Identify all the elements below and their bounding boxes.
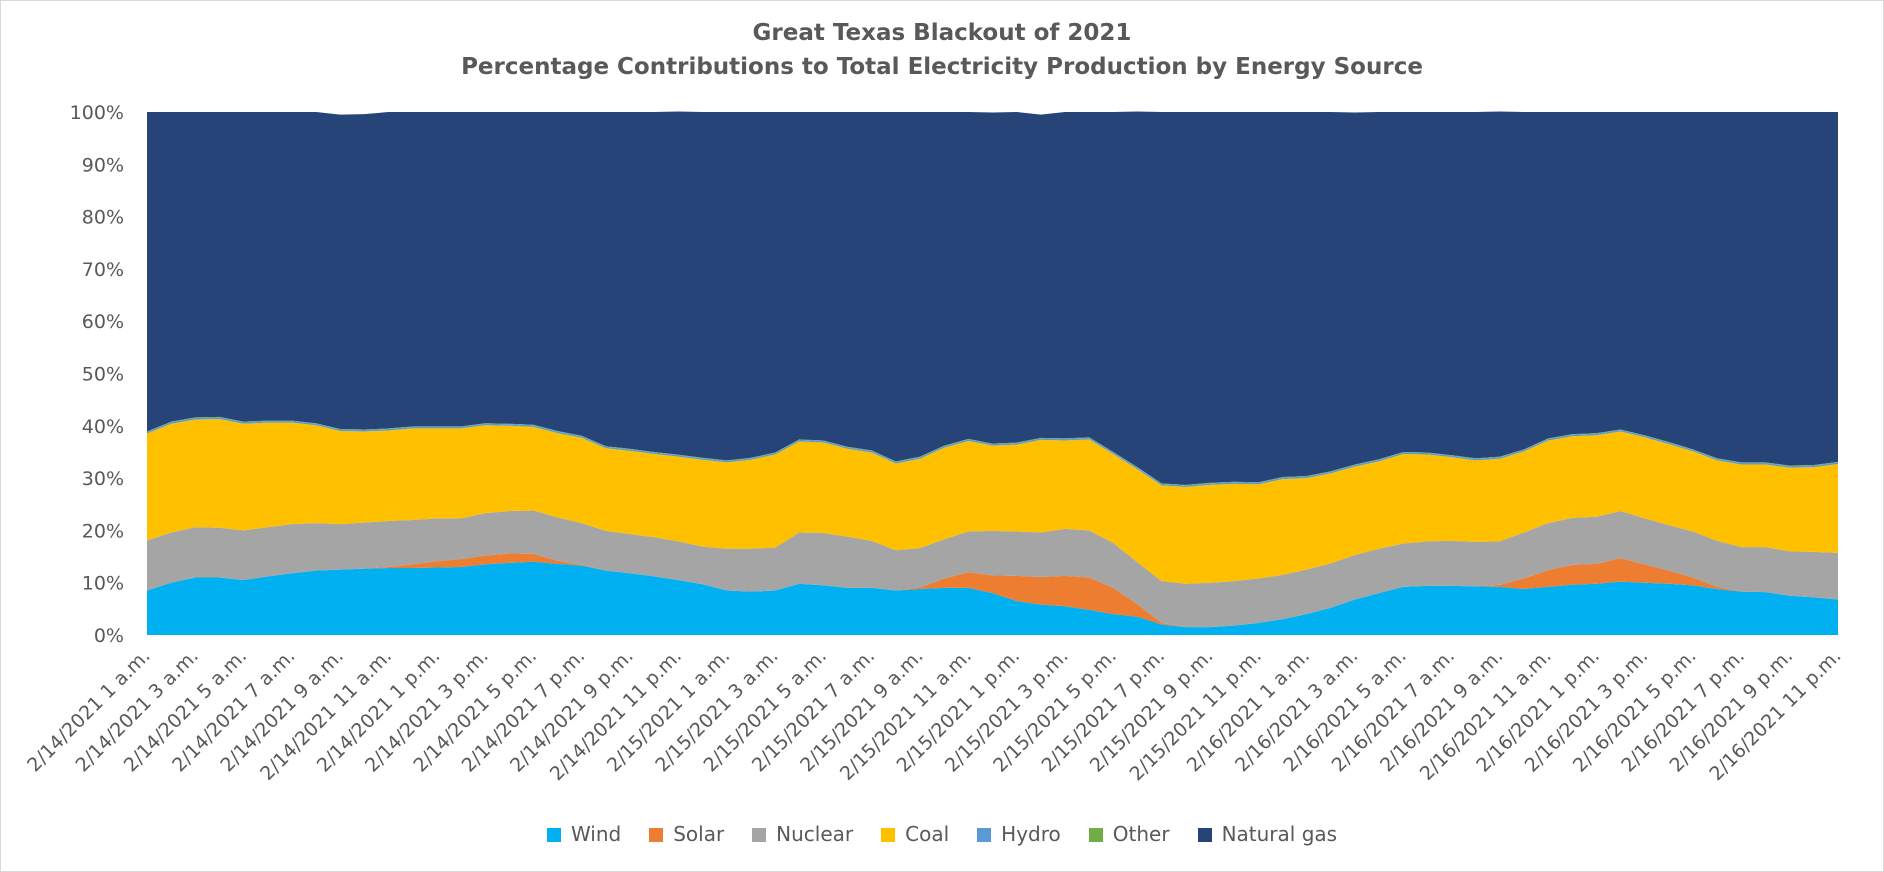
area-nuclear: [147, 510, 1838, 628]
y-tick-label: 20%: [82, 520, 124, 542]
legend-item-coal: Coal: [881, 822, 949, 846]
legend-label: Other: [1112, 822, 1170, 846]
legend-label: Hydro: [1001, 822, 1061, 846]
legend-item-solar: Solar: [649, 822, 724, 846]
legend-label: Natural gas: [1221, 822, 1338, 846]
y-tick-label: 100%: [70, 102, 124, 124]
legend-item-other: Other: [1088, 822, 1170, 846]
legend-swatch: [1088, 828, 1103, 842]
legend-item-nuclear: Nuclear: [752, 822, 853, 846]
y-tick-label: 80%: [82, 207, 124, 229]
chart-subtitle-line: Percentage Contributions to Total Electr…: [461, 54, 1423, 80]
y-tick-label: 10%: [82, 573, 124, 595]
legend-item-natural-gas: Natural gas: [1197, 822, 1338, 846]
legend-label: Wind: [570, 822, 622, 846]
legend: Wind Solar Nuclear Coal Hydro Other Natural ga…: [0, 822, 1884, 846]
area-hydro: [147, 417, 1838, 487]
area-solar: [147, 553, 1838, 628]
chart-title: Great Texas Blackout of 2021 Percentage …: [0, 16, 1884, 84]
legend-item-hydro: Hydro: [977, 822, 1061, 846]
legend-swatch: [1197, 828, 1212, 842]
legend-swatch: [977, 828, 992, 842]
y-tick-label: 90%: [82, 154, 124, 176]
area-wind: [147, 561, 1838, 635]
y-tick-label: 60%: [82, 311, 124, 333]
y-tick-label: 40%: [82, 416, 124, 438]
area-natural-gas: [147, 111, 1838, 485]
y-tick-label: 50%: [82, 364, 124, 386]
chart-title-line: Great Texas Blackout of 2021: [752, 20, 1132, 46]
legend-item-wind: Wind: [546, 822, 622, 846]
legend-label: Nuclear: [776, 822, 854, 846]
legend-swatch: [649, 828, 664, 842]
y-tick-label: 0%: [94, 625, 124, 647]
legend-label: Solar: [673, 822, 725, 846]
x-axis: 2/14/2021 1 a.m.2/14/2021 3 a.m.2/14/202…: [23, 645, 1845, 785]
y-tick-label: 30%: [82, 468, 124, 490]
legend-swatch: [752, 828, 767, 842]
y-axis: 0% 10% 20% 30% 40% 50% 60% 70% 80% 90% 100%: [70, 102, 124, 647]
legend-swatch: [881, 828, 896, 842]
legend-swatch: [546, 828, 561, 842]
y-tick-label: 70%: [82, 259, 124, 281]
area-coal: [147, 419, 1838, 584]
legend-label: Coal: [905, 822, 950, 846]
area-layers: [147, 111, 1838, 635]
